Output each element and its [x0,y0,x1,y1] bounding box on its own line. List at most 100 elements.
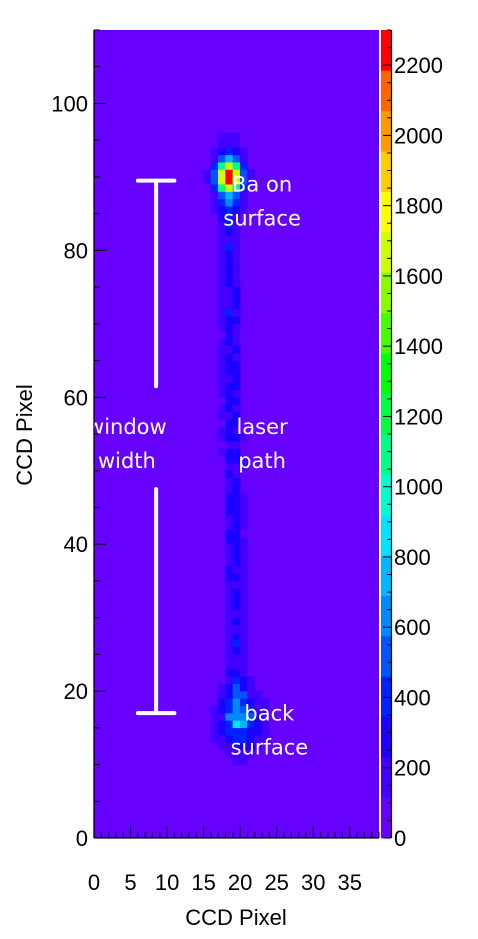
heatmap-cell [211,706,219,714]
heatmap-cell [218,272,226,280]
heatmap-cell [225,346,233,354]
colorbar-band [381,232,391,273]
colorbar-tick-label: 1200 [394,404,443,429]
x-tick-label: 25 [264,870,288,895]
annotation-text: width [98,449,156,473]
annotation-text: window [87,415,167,439]
heatmap-cell [225,404,233,412]
heatmap-cell [211,184,219,192]
heatmap-cell [240,551,248,559]
heatmap-cell [233,287,241,295]
annotation-text: laser [236,415,288,439]
colorbar-tick-label: 1000 [394,475,443,500]
heatmap-cell [233,617,241,625]
heatmap-cell [225,639,233,647]
heatmap-cell [233,588,241,596]
heatmap-cell [233,691,241,699]
heatmap-cell [233,155,241,163]
heatmap-cell [225,691,233,699]
heatmap-cell [218,434,226,442]
heatmap-cell [211,177,219,185]
heatmap-cell [225,397,233,405]
heatmap-cell [240,199,248,207]
heatmap-cell [225,250,233,258]
y-axis-title: CCD Pixel [12,384,37,485]
heatmap-cell [225,463,233,471]
y-tick-label: 0 [76,826,88,851]
heatmap-cell [218,368,226,376]
y-tick-label: 60 [64,385,88,410]
heatmap-cell [225,515,233,523]
heatmap-cell [218,133,226,141]
heatmap-cell [218,243,226,251]
annotation-text: back [244,701,295,725]
heatmap-cell [240,147,248,155]
heatmap-cell [240,500,248,508]
heatmap-cell [218,177,226,185]
heatmap-cell [225,485,233,493]
heatmap-cell [240,632,248,640]
heatmap-cell [225,581,233,589]
heatmap-cell [225,280,233,288]
heatmap-cell [218,360,226,368]
heatmap-cell [225,478,233,486]
heatmap-cell [225,235,233,243]
annotation-text: Ba on [232,173,292,197]
heatmap-cell [218,294,226,302]
heatmap-cell [225,265,233,273]
x-tick-label: 10 [155,870,179,895]
heatmap-cell [240,581,248,589]
heatmap-cell [218,382,226,390]
heatmap-cell [225,676,233,684]
heatmap-cell [233,698,241,706]
heatmap-cell [211,169,219,177]
heatmap-cell [233,669,241,677]
heatmap-cell [218,404,226,412]
heatmap-cell [233,199,241,207]
heatmap-cell [218,346,226,354]
x-tick-label: 0 [88,870,100,895]
heatmap-cell [247,684,255,692]
heatmap-cell [233,537,241,545]
heatmap-cell [218,199,226,207]
heatmap-cell [225,133,233,141]
heatmap-cell [240,162,248,170]
heatmap-cell [233,676,241,684]
colorbar-tick-label: 1800 [394,194,443,219]
heatmap-cell [211,155,219,163]
heatmap-cell [233,360,241,368]
heatmap-cell [211,713,219,721]
heatmap-cell [225,147,233,155]
heatmap-cell [240,617,248,625]
heatmap-cell [233,662,241,670]
heatmap-cell [233,595,241,603]
heatmap-cell [225,353,233,361]
heatmap-cell [233,500,241,508]
heatmap-cell [225,338,233,346]
heatmap-cell [240,155,248,163]
heatmap-cell [225,316,233,324]
annotation-text: surface [231,735,309,759]
heatmap-cell [233,346,241,354]
heatmap-cell [240,639,248,647]
heatmap-cell [233,720,241,728]
y-tick-label: 20 [64,679,88,704]
heatmap-cell [240,566,248,574]
annotation-text: path [238,449,286,473]
heatmap-cell [218,448,226,456]
heatmap-cell [225,610,233,618]
heatmap-cell [211,147,219,155]
heatmap-cell [233,133,241,141]
heatmap-cell [225,426,233,434]
heatmap-cell [218,713,226,721]
heatmap-cell [218,742,226,750]
colorbar-band [381,151,391,192]
heatmap-cell [233,280,241,288]
heatmap-cell [211,720,219,728]
heatmap-cell [240,537,248,545]
colorbar-band [381,757,391,798]
heatmap-cell [218,265,226,273]
heatmap-cell [225,412,233,420]
colorbar-tick-label: 1400 [394,334,443,359]
heatmap-cell [233,331,241,339]
